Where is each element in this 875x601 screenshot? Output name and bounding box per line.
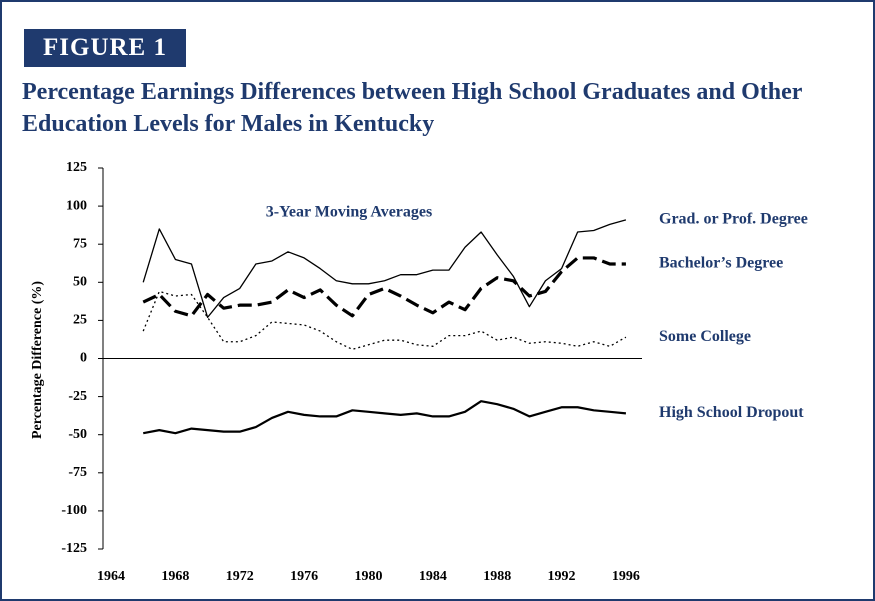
legend-label: Some College <box>659 328 751 345</box>
x-tick-label: 1996 <box>612 569 640 584</box>
y-tick-label: -100 <box>61 503 87 518</box>
series-line <box>142 256 626 318</box>
y-tick-label: -75 <box>68 465 87 480</box>
legend-label: Bachelor’s Degree <box>659 255 783 272</box>
x-tick-label: 1972 <box>226 569 254 584</box>
y-tick-label: 75 <box>73 236 87 251</box>
y-tick-label: -125 <box>61 541 87 556</box>
y-tick-label: 100 <box>66 198 87 213</box>
x-tick-label: 1964 <box>97 569 125 584</box>
series-line <box>142 219 627 319</box>
y-tick-label: 0 <box>80 351 87 366</box>
chart-title: Percentage Earnings Differences between … <box>22 79 802 137</box>
x-tick-label: 1968 <box>161 569 189 584</box>
series-line <box>143 400 627 435</box>
x-tick-label: 1984 <box>419 569 447 584</box>
x-tick-label: 1992 <box>548 569 576 584</box>
y-tick-label: -50 <box>68 427 87 442</box>
legend-label: Grad. or Prof. Degree <box>659 210 808 227</box>
y-axis-label: Percentage Difference (%) <box>30 281 45 439</box>
y-tick-label: 125 <box>66 160 87 175</box>
series-line <box>142 290 627 351</box>
x-tick-label: 1980 <box>354 569 382 584</box>
annotation: 3-Year Moving Averages <box>266 204 432 221</box>
y-tick-label: 25 <box>73 313 87 328</box>
figure-label: FIGURE 1 <box>24 29 186 67</box>
y-tick-label: -25 <box>68 389 87 404</box>
x-tick-label: 1988 <box>483 569 511 584</box>
legend-label: High School Dropout <box>659 404 804 421</box>
x-tick-label: 1976 <box>290 569 318 584</box>
y-tick-label: 50 <box>73 275 87 290</box>
